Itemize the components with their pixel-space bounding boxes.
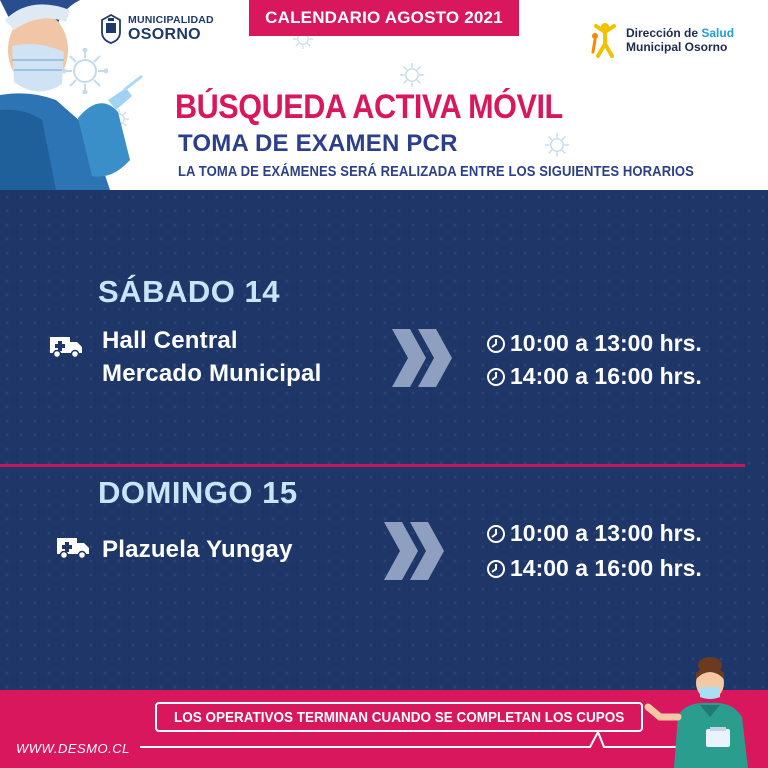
health-department-logo: Dirección de Salud Municipal Osorno [590,22,734,58]
health-label-b: Salud [701,25,735,40]
place-saturday: Hall Central Mercado Municipal [102,324,321,390]
time-row: 14:00 a 16:00 hrs. [486,555,702,582]
shield-icon [101,14,121,44]
day-title-saturday: SÁBADO 14 [98,274,280,309]
time-text: 14:00 a 16:00 hrs. [510,555,702,581]
footer-notice: LOS OPERATIVOS TERMINAN CUANDO SE COMPLE… [155,702,643,732]
virus-icon [62,48,108,94]
time-row: 10:00 a 13:00 hrs. [486,330,702,357]
time-text: 10:00 a 13:00 hrs. [510,520,702,546]
header: MUNICIPALIDAD OSORNO CALENDARIO AGOSTO 2… [0,0,768,190]
virus-icon [400,63,424,87]
place-sunday: Plazuela Yungay [102,533,293,566]
place-saturday-line1: Hall Central [102,327,238,354]
clock-icon [487,334,505,353]
place-saturday-line2: Mercado Municipal [102,360,322,387]
time-text: 14:00 a 16:00 hrs. [510,363,702,389]
divider [0,464,745,467]
nurse-illustration [644,657,748,768]
ambulance-icon [50,337,82,358]
time-row: 10:00 a 13:00 hrs. [486,520,702,547]
chevrons-icon [384,522,444,580]
footer-decoration [140,729,680,748]
municipality-name: OSORNO [128,26,201,44]
page-description: LA TOMA DE EXÁMENES SERÁ REALIZADA ENTRE… [178,164,694,180]
place-sunday-line1: Plazuela Yungay [102,536,293,563]
health-label-line2: Municipal Osorno [626,40,728,54]
municipality-small-label: MUNICIPALIDAD [128,13,214,26]
people-logo-icon [591,23,616,58]
calendar-banner: CALENDARIO AGOSTO 2021 [249,0,519,36]
website-link[interactable]: WWW.DESMO.CL [16,741,130,756]
doctor-illustration [0,0,143,190]
page-title: BÚSQUEDA ACTIVA MÓVIL [175,88,563,126]
time-text: 10:00 a 13:00 hrs. [510,330,702,356]
clock-icon [487,524,505,543]
clock-icon [487,367,505,386]
ambulance-icon [57,538,89,559]
page-subtitle: TOMA DE EXAMEN PCR [178,130,458,157]
municipality-logo: MUNICIPALIDAD OSORNO [100,14,214,44]
schedule-panel: SÁBADO 14 Hall Central Mercado Municipal… [0,190,768,690]
footer-notice-text: LOS OPERATIVOS TERMINAN CUANDO SE COMPLE… [173,708,625,726]
clock-icon [487,559,505,578]
day-title-sunday: DOMINGO 15 [98,475,298,510]
health-label-a: Dirección de [626,25,702,40]
virus-icon [545,133,569,157]
time-row: 14:00 a 16:00 hrs. [486,363,702,390]
chevrons-icon [392,329,452,387]
